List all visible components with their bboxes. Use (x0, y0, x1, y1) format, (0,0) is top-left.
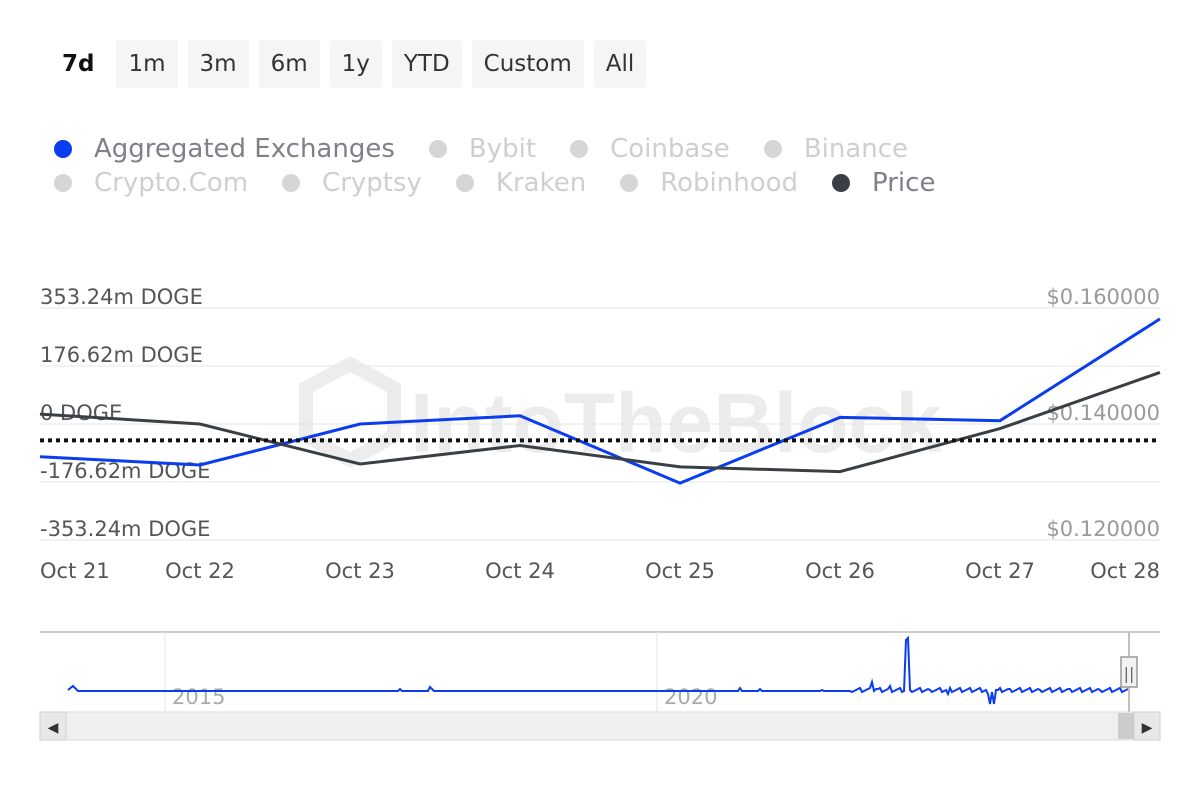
legend-marker-icon (455, 174, 474, 192)
legend-item[interactable]: Bybit (428, 134, 537, 164)
scrollbar-right-button[interactable] (1133, 711, 1161, 741)
legend-label: Binance (803, 134, 909, 164)
legend-label: Bybit (468, 134, 537, 164)
range-selector: 7d 1m 3m 6m 1y YTD Custom All (50, 40, 647, 88)
x-axis-tick-label: Oct 25 (645, 559, 715, 583)
range-button-all[interactable]: All (593, 40, 647, 88)
legend-marker-icon (620, 174, 639, 192)
legend-item[interactable]: Price (832, 168, 935, 198)
y-axis-right-tick-label: $0.120000 (1046, 517, 1160, 541)
legend-label: Cryptsy (322, 168, 422, 198)
navigator-handle-grip-icon: || (1124, 664, 1135, 683)
navigator-area (40, 632, 1160, 712)
x-axis-tick-label: Oct 21 (40, 559, 110, 583)
legend-marker-icon (428, 140, 447, 158)
legend-item[interactable]: Binance (763, 134, 909, 164)
legend-item[interactable]: Robinhood (620, 168, 798, 198)
legend-item[interactable]: Coinbase (570, 134, 730, 164)
legend-item[interactable]: Crypto.Com (54, 168, 248, 198)
range-button-3m[interactable]: 3m (187, 40, 249, 88)
series-line-price (39, 370, 1161, 474)
legend-label: Aggregated Exchanges (94, 134, 395, 164)
legend-marker-icon (832, 174, 851, 192)
navigator-year-label: 2020 (664, 685, 717, 709)
x-axis-tick-label: Oct 28 (1090, 559, 1160, 583)
legend-marker-icon (282, 174, 301, 192)
navigator-series-line (67, 635, 1129, 705)
x-axis-tick-label: Oct 26 (805, 559, 875, 583)
legend-item[interactable]: Kraken (455, 168, 587, 198)
legend-marker-icon (54, 140, 72, 158)
range-button-6m[interactable]: 6m (258, 40, 320, 88)
scrollbar-track (39, 711, 1161, 741)
legend-item[interactable]: Cryptsy (282, 168, 422, 198)
range-button-1m[interactable]: 1m (116, 40, 178, 88)
svg-text:IntoTheBlock: IntoTheBlock (410, 376, 942, 470)
legend-label: Coinbase (610, 134, 730, 164)
scrollbar-thumb[interactable] (1118, 713, 1134, 739)
legend-label: Kraken (495, 168, 587, 198)
x-axis-tick-label: Oct 23 (325, 559, 395, 583)
range-button-custom[interactable]: Custom (471, 40, 584, 88)
y-axis-left-tick-label: 0 DOGE (40, 401, 122, 425)
scroll-left-arrow-icon: ◀ (48, 720, 59, 736)
navigator-year-label: 2015 (172, 685, 225, 709)
x-axis-tick-label: Oct 27 (965, 559, 1035, 583)
range-button-7d[interactable]: 7d (62, 51, 95, 77)
y-axis-right-tick-label: $0.140000 (1046, 401, 1160, 425)
legend-label: Crypto.Com (94, 168, 249, 198)
x-axis-tick-label: Oct 22 (165, 559, 235, 583)
range-button-1y[interactable]: 1y (329, 40, 382, 88)
legend-label: Price (872, 168, 936, 198)
y-axis-left-tick-label: 176.62m DOGE (40, 343, 203, 367)
legend-marker-icon (570, 140, 589, 158)
scroll-right-arrow-icon: ▶ (1142, 720, 1153, 736)
navigator-handle[interactable] (1120, 656, 1138, 688)
y-axis-left-tick-label: 353.24m DOGE (40, 285, 203, 309)
scrollbar-left-button[interactable] (39, 711, 67, 741)
legend-marker-icon (54, 174, 72, 192)
y-axis-left-tick-label: -353.24m DOGE (40, 517, 210, 541)
chart-legend: Aggregated Exchanges Bybit Coinbase Binance… (54, 132, 994, 200)
legend-marker-icon (763, 140, 782, 158)
legend-row: Aggregated Exchanges Bybit Coinbase Binance (54, 132, 994, 166)
range-button-ytd[interactable]: YTD (391, 40, 462, 88)
series-line-aggregated-exchanges (39, 317, 1161, 485)
legend-label: Robinhood (660, 168, 799, 198)
y-axis-right-tick-label: $0.160000 (1046, 285, 1160, 309)
x-axis-tick-label: Oct 24 (485, 559, 555, 583)
legend-item[interactable]: Aggregated Exchanges (54, 134, 395, 164)
legend-row: Crypto.Com Cryptsy Kraken Robinhood Price (54, 166, 994, 200)
